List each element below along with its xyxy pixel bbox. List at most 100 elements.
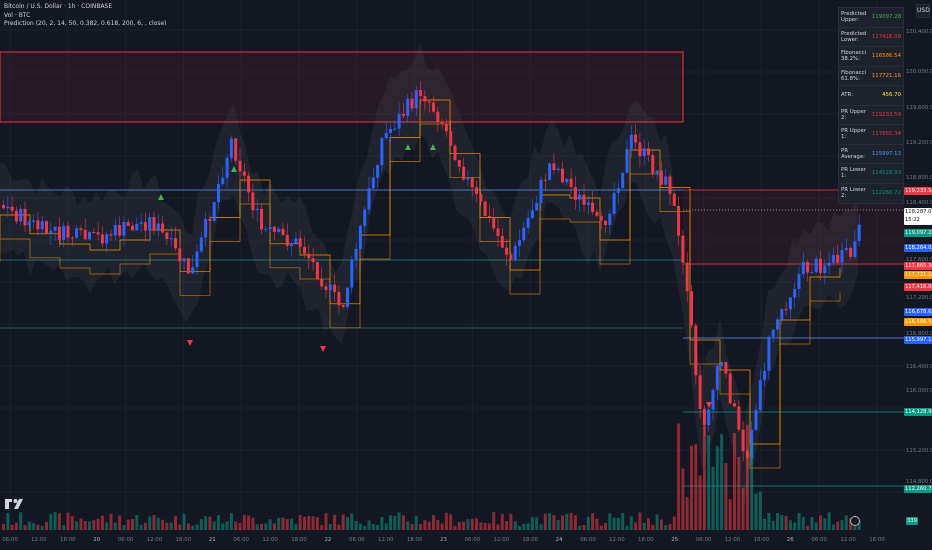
candle-body <box>204 219 207 238</box>
candle-body <box>264 229 267 230</box>
volume-bar <box>436 520 439 530</box>
chart-area[interactable]: Bitcoin / U.S. Dollar · 1h · COINBASE Vo… <box>0 0 904 532</box>
time-axis[interactable]: 06:00 12:00 18:00 20 06:00 12:00 18:00 21 06:00 1… <box>0 532 904 550</box>
candle-body <box>299 238 302 247</box>
volume-bar <box>114 523 117 530</box>
candle-body <box>772 330 775 337</box>
info-value: 116586.54 <box>872 53 903 59</box>
candle-body <box>58 227 61 240</box>
candle-body <box>479 194 482 201</box>
prediction-indicator-label[interactable]: Prediction (20, 2, 14, 50, 0.382, 0.618,… <box>4 20 167 29</box>
candle-body <box>617 188 620 193</box>
volume-bar <box>789 520 792 530</box>
candle-body <box>643 149 646 157</box>
volume-bar <box>19 512 22 530</box>
candle-body <box>71 238 74 239</box>
candle-body <box>234 138 237 160</box>
volume-bar <box>183 514 186 530</box>
candle-body <box>54 227 57 231</box>
time-tick-label: 12:00 <box>31 537 47 543</box>
candle-body <box>780 309 783 319</box>
candle-body <box>6 207 9 208</box>
symbol-title[interactable]: Bitcoin / U.S. Dollar · 1h · COINBASE <box>4 3 167 12</box>
candle-body <box>294 238 297 243</box>
candle-body <box>832 255 835 263</box>
volume-bar <box>389 515 392 530</box>
candle-body <box>342 305 345 307</box>
candle-body <box>402 114 405 116</box>
volume-bar <box>445 513 448 530</box>
candle-body <box>849 248 852 257</box>
info-key: Fibonacci 61.8%: <box>839 70 872 82</box>
volume-bar <box>230 513 233 530</box>
candle-body <box>161 223 164 232</box>
volume-bar <box>724 463 727 530</box>
volume-bar <box>664 525 667 530</box>
volume-bar <box>260 524 263 530</box>
volume-bar <box>398 512 401 530</box>
volume-bar <box>105 522 108 530</box>
candle-body <box>492 217 495 228</box>
candle-body <box>815 259 818 273</box>
volume-bar <box>329 524 332 530</box>
candle-body <box>423 96 426 101</box>
candle-body <box>785 309 788 310</box>
candle-body <box>178 248 181 261</box>
candle-body <box>703 409 706 425</box>
candle-body <box>613 193 616 214</box>
volume-bar <box>286 519 289 530</box>
time-tick-label: 06:00 <box>465 537 481 543</box>
volume-bar <box>449 514 452 530</box>
volume-bar <box>415 516 418 530</box>
volume-bar <box>153 515 156 530</box>
candle-body <box>325 286 328 290</box>
candle-body <box>389 129 392 133</box>
volume-bar <box>716 446 719 530</box>
volume-bar <box>84 521 87 530</box>
volume-bar <box>819 516 822 530</box>
candle-body <box>527 218 530 228</box>
candle-body <box>105 234 108 243</box>
volume-bar <box>647 518 650 530</box>
volume-bar <box>28 522 31 530</box>
candle-body <box>707 410 710 426</box>
volume-bar <box>41 526 44 530</box>
volume-bar <box>161 520 164 530</box>
candle-body <box>574 187 577 200</box>
candle-body <box>269 227 272 229</box>
volume-bar <box>277 518 280 530</box>
candle-body <box>165 232 168 239</box>
info-value: 117416.08 <box>872 34 903 40</box>
replay-icon[interactable] <box>850 516 860 526</box>
candle-body <box>127 222 130 226</box>
volume-bar <box>712 467 715 530</box>
candle-body <box>316 262 319 279</box>
volume-bar <box>135 515 138 530</box>
volume-bar <box>273 524 276 530</box>
time-tick-label: 18:00 <box>522 537 538 543</box>
candle-body <box>544 180 547 181</box>
candle-body <box>28 222 31 226</box>
time-tick-label: 12:00 <box>262 537 278 543</box>
volume-indicator-label[interactable]: Vol · BTC <box>4 12 167 21</box>
candle-body <box>380 138 383 165</box>
price-tick-label: 117,200.00 <box>906 295 932 301</box>
volume-bar <box>234 522 237 530</box>
info-key: Predicted Upper: <box>839 11 872 23</box>
candle-body <box>36 220 39 229</box>
candle-body <box>793 289 796 297</box>
volume-bar <box>251 518 254 530</box>
candle-body <box>183 258 186 261</box>
time-tick-label: 18:00 <box>754 537 770 543</box>
candle-body <box>303 247 306 254</box>
volume-bar <box>299 515 302 530</box>
volume-bar <box>492 512 495 530</box>
volume-bar <box>290 519 293 530</box>
candle-body <box>45 221 48 233</box>
volume-bar <box>802 517 805 530</box>
volume-bar <box>604 523 607 530</box>
volume-bar <box>643 523 646 530</box>
price-chart[interactable] <box>0 0 904 532</box>
volume-bar <box>79 519 82 530</box>
volume-bar <box>157 518 160 530</box>
